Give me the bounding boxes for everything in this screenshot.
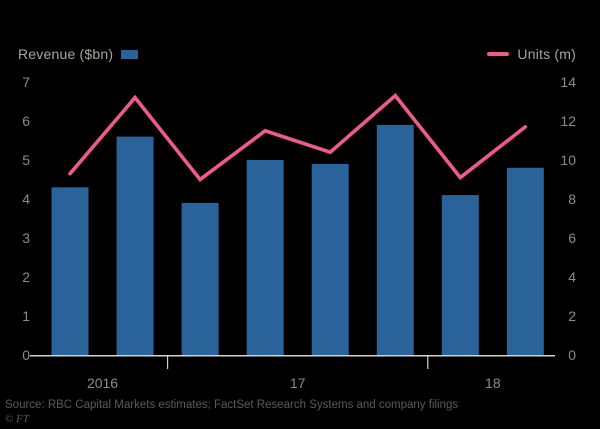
legend-units: Units (m)	[487, 46, 576, 62]
revenue-bar-swatch-icon	[121, 49, 139, 59]
left-axis-tick-label: 3	[22, 230, 30, 246]
left-axis-tick-label: 4	[22, 191, 30, 207]
revenue-bar	[506, 167, 544, 355]
legend-revenue: Revenue ($bn)	[18, 46, 139, 62]
revenue-bar	[376, 124, 414, 356]
left-axis-tick-label: 7	[22, 74, 30, 90]
year-label: 17	[290, 375, 306, 391]
right-axis-tick-label: 2	[568, 308, 576, 324]
units-line-swatch-icon	[487, 52, 510, 56]
right-axis-tick-label: 10	[560, 152, 576, 168]
left-axis-tick-label: 6	[22, 113, 30, 129]
revenue-bar	[246, 160, 284, 355]
source-note: Source: RBC Capital Markets estimates; F…	[5, 399, 459, 411]
units-line	[68, 93, 528, 182]
right-axis-tick-label: 14	[560, 74, 576, 90]
revenue-bar	[51, 187, 89, 355]
left-axis-tick-label: 1	[22, 308, 30, 324]
legend-units-label: Units (m)	[517, 46, 576, 62]
year-label: 18	[485, 375, 501, 391]
left-axis-tick-label: 2	[22, 269, 30, 285]
left-axis-tick-label: 5	[22, 152, 30, 168]
right-axis-tick-label: 4	[568, 269, 576, 285]
year-label: 2016	[87, 375, 118, 391]
right-axis-tick-label: 8	[568, 191, 576, 207]
revenue-bar	[181, 202, 219, 355]
revenue-bar	[441, 195, 479, 355]
ft-copyright: © FT	[5, 413, 29, 425]
right-axis-tick-label: 0	[568, 347, 576, 363]
right-axis-tick-label: 12	[560, 113, 576, 129]
left-axis-tick-label: 0	[22, 347, 30, 363]
right-axis-tick-label: 6	[568, 230, 576, 246]
legend-revenue-label: Revenue ($bn)	[18, 46, 114, 62]
revenue-bar	[116, 136, 154, 355]
revenue-bar	[311, 163, 349, 355]
